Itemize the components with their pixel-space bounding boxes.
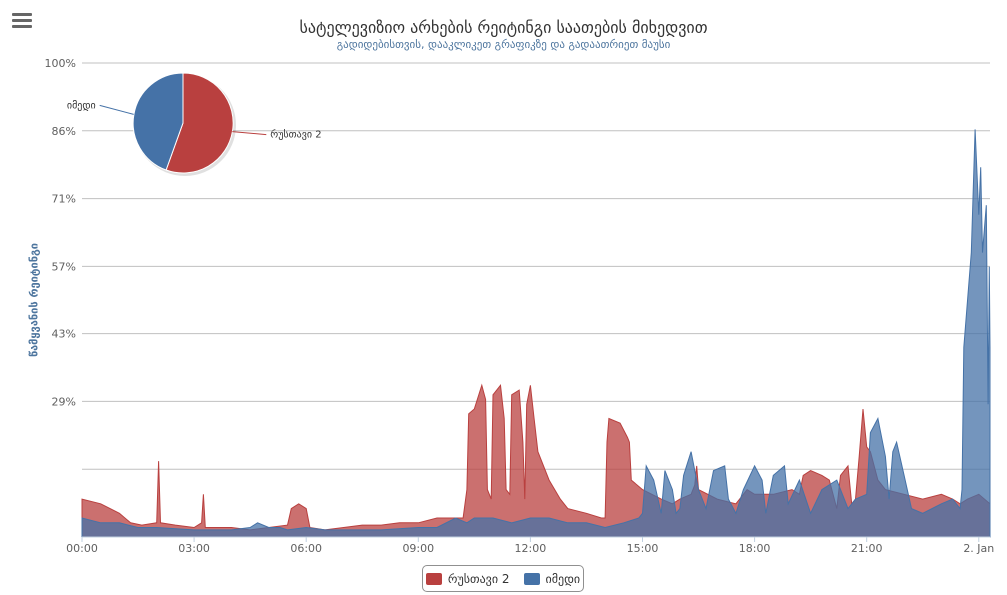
y-tick-label: 57% (52, 260, 76, 273)
grid-lines (82, 62, 990, 538)
hamburger-icon[interactable] (10, 10, 34, 32)
pie-connector (232, 131, 267, 136)
x-tick-label: 00:00 (66, 542, 98, 555)
chart-title: სატელევიზიო არხების რეიტინგი საათების მი… (299, 18, 708, 37)
x-tick-label: 06:00 (290, 542, 322, 555)
series-areas (81, 129, 991, 538)
pie-label-rustavi2: რუსთავი 2 (270, 129, 321, 141)
y-tick-label: 100% (45, 57, 76, 70)
axes: 100% 86% 71% 57% 43% 29% 00:00 03:00 06:00 09:00 1… (45, 57, 995, 555)
x-tick-label: 09:00 (402, 542, 434, 555)
x-tick-label: 15:00 (627, 542, 659, 555)
y-tick-label: 71% (52, 193, 76, 206)
legend-swatch-rustavi2 (425, 572, 442, 585)
x-tick-label: 21:00 (851, 542, 883, 555)
pie-slice-imedi[interactable] (132, 72, 184, 171)
y-tick-label: 86% (52, 125, 76, 138)
x-tick-label: 12:00 (515, 542, 547, 555)
x-tick-label: 2. Jan (963, 542, 994, 555)
legend-item-rustavi2[interactable]: რუსთავი 2 (425, 571, 510, 586)
pie-label-imedi: იმედი (67, 99, 96, 111)
legend: რუსთავი 2 იმედი (422, 565, 584, 592)
chart-plot[interactable]: 100% 86% 71% 57% 43% 29% 00:00 03:00 06:00 09:00 1… (0, 0, 1007, 560)
legend-label-rustavi2: რუსთავი 2 (447, 571, 510, 586)
legend-swatch-imedi (523, 572, 540, 585)
legend-label-imedi: იმედი (545, 571, 581, 586)
y-tick-label: 29% (52, 395, 76, 408)
pie-connector (99, 104, 134, 115)
pie-chart[interactable]: რუსთავი 2 იმედი (67, 72, 322, 176)
series-area-imedi[interactable] (81, 129, 991, 538)
chart-subtitle: გადიდებისთვის, დააკლიკეთ გრაფიკზე და გად… (336, 38, 671, 51)
x-tick-label: 18:00 (739, 542, 771, 555)
y-tick-label: 43% (52, 328, 76, 341)
legend-item-imedi[interactable]: იმედი (523, 571, 581, 586)
x-tick-label: 03:00 (178, 542, 210, 555)
